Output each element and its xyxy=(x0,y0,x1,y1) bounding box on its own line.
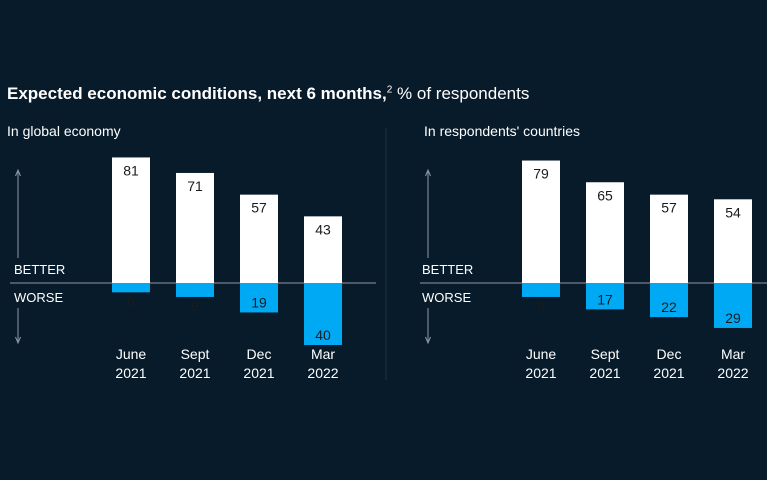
better-label: BETTER xyxy=(422,262,473,277)
x-tick-label-year: 2022 xyxy=(307,365,338,381)
bar-worse xyxy=(240,283,278,313)
x-tick-label-month: Mar xyxy=(311,346,335,362)
worse-label: WORSE xyxy=(422,290,471,305)
data-label-better: 57 xyxy=(661,200,677,216)
x-tick-label-month: Sept xyxy=(591,346,620,362)
bar-better xyxy=(522,160,560,283)
bar-worse xyxy=(176,283,214,297)
x-tick-label-month: Dec xyxy=(247,346,272,362)
bar-better xyxy=(650,194,688,283)
bar-worse xyxy=(586,283,624,310)
worse-label: WORSE xyxy=(14,290,63,305)
data-label-better: 81 xyxy=(123,162,139,178)
data-label-better: 65 xyxy=(597,187,613,203)
data-label-worse: 9 xyxy=(537,298,545,314)
x-tick-label-year: 2022 xyxy=(717,365,748,381)
data-label-worse: 19 xyxy=(251,294,267,310)
x-tick-label-year: 2021 xyxy=(115,365,146,381)
chart-title-suffix: % of respondents xyxy=(397,84,530,103)
bar-better xyxy=(714,199,752,283)
better-label: BETTER xyxy=(14,262,65,277)
data-label-better: 54 xyxy=(725,204,741,220)
data-label-better: 71 xyxy=(187,178,203,194)
down-arrowhead-icon xyxy=(425,336,431,345)
bar-better xyxy=(304,216,342,283)
data-label-worse: 6 xyxy=(127,293,135,309)
bar-worse xyxy=(304,283,342,345)
panel-subtitle-global: In global economy xyxy=(7,123,121,139)
x-tick-label-year: 2021 xyxy=(525,365,556,381)
data-label-worse: 40 xyxy=(315,327,331,343)
down-arrowhead-icon xyxy=(15,336,21,345)
x-tick-label-month: Dec xyxy=(657,346,682,362)
x-tick-label-month: June xyxy=(116,346,147,362)
bar-better xyxy=(586,182,624,283)
bar-better xyxy=(176,172,214,283)
data-label-worse: 29 xyxy=(725,310,741,326)
data-label-worse: 17 xyxy=(597,291,613,307)
bar-worse xyxy=(522,283,560,297)
bar-worse xyxy=(650,283,688,318)
x-tick-label-year: 2021 xyxy=(243,365,274,381)
x-tick-label-month: Sept xyxy=(181,346,210,362)
bar-better xyxy=(112,157,150,283)
bar-worse xyxy=(112,283,150,293)
data-label-better: 79 xyxy=(533,166,549,182)
x-tick-label-month: Mar xyxy=(721,346,745,362)
x-tick-label-year: 2021 xyxy=(653,365,684,381)
data-label-better: 43 xyxy=(315,221,331,237)
panel-subtitle-countries: In respondents' countries xyxy=(424,123,580,139)
chart-title-main: Expected economic conditions, next 6 mon… xyxy=(7,84,387,103)
data-label-better: 57 xyxy=(251,200,267,216)
data-label-worse: 9 xyxy=(191,298,199,314)
x-tick-label-year: 2021 xyxy=(589,365,620,381)
x-tick-label-year: 2021 xyxy=(179,365,210,381)
footnote-marker: 2 xyxy=(386,84,393,96)
up-arrowhead-icon xyxy=(425,168,431,177)
chart-title: Expected economic conditions, next 6 mon… xyxy=(7,84,529,104)
up-arrowhead-icon xyxy=(15,168,21,177)
bar-worse xyxy=(714,283,752,328)
data-label-worse: 22 xyxy=(661,299,677,315)
bar-better xyxy=(240,194,278,283)
x-tick-label-month: June xyxy=(526,346,557,362)
